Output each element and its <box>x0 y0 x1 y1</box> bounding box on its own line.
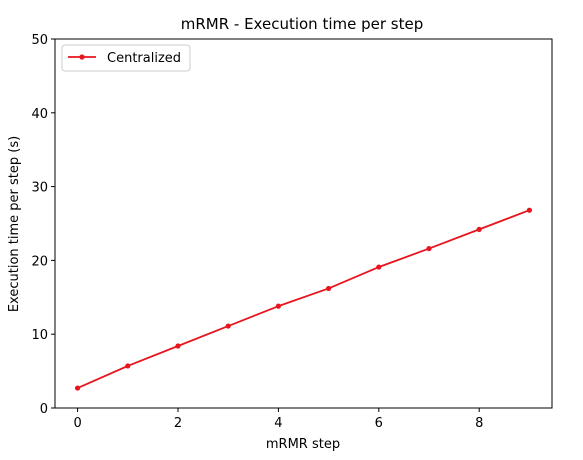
data-point <box>526 207 533 213</box>
data-point <box>376 264 382 270</box>
y-axis-ticks: 0 10 20 30 40 50 <box>31 33 55 417</box>
data-point <box>175 343 181 349</box>
data-point <box>326 285 332 292</box>
y-tick-label: 10 <box>31 328 48 343</box>
data-point <box>476 226 482 233</box>
legend: Centralized <box>61 44 191 72</box>
x-tick-label: 8 <box>475 416 483 431</box>
y-axis-label: Execution time per step (s) <box>7 136 22 312</box>
data-point <box>426 245 432 252</box>
x-tick-label: 2 <box>174 416 182 431</box>
x-tick-label: 4 <box>274 416 282 431</box>
y-tick-label: 40 <box>31 107 48 122</box>
y-tick-label: 50 <box>31 33 48 48</box>
y-tick-label: 20 <box>31 254 48 269</box>
data-point <box>125 363 131 369</box>
chart-title: mRMR - Execution time per step <box>181 15 424 33</box>
data-point <box>225 323 231 329</box>
x-tick-label: 0 <box>73 416 81 431</box>
y-tick-label: 0 <box>40 402 48 417</box>
data-point <box>74 385 81 391</box>
x-tick-label: 6 <box>375 416 383 431</box>
series-line-centralized <box>77 209 530 389</box>
legend-label-centralized: Centralized <box>107 51 181 66</box>
x-axis-ticks: 0 2 4 6 8 <box>73 408 483 431</box>
legend-marker-swatch <box>79 54 85 60</box>
x-axis-label: mRMR step <box>266 437 340 452</box>
y-tick-label: 30 <box>31 181 48 196</box>
plot-area-frame <box>54 38 553 409</box>
legend-box <box>61 44 191 72</box>
series-layer <box>74 207 533 391</box>
data-point <box>275 303 281 309</box>
